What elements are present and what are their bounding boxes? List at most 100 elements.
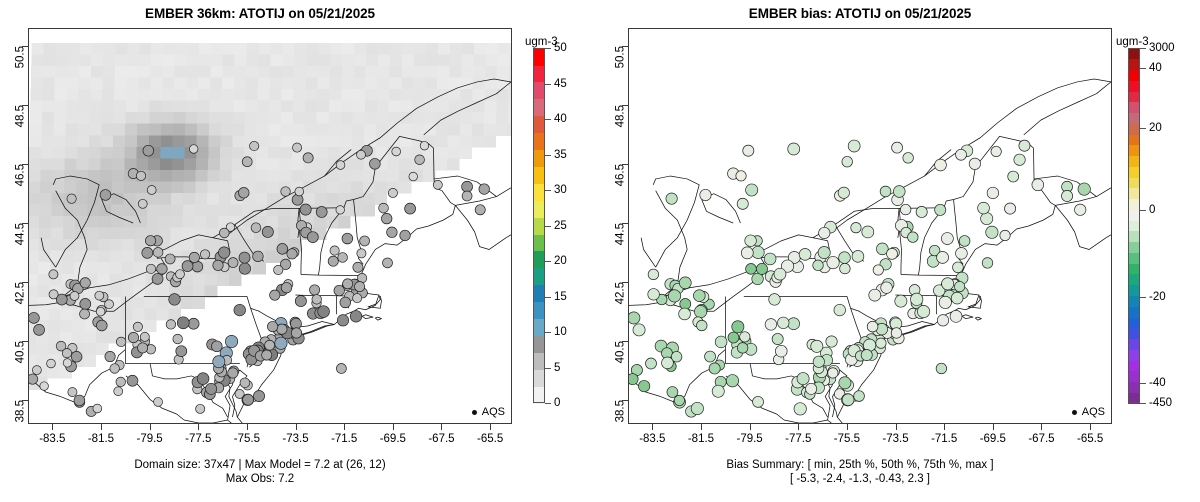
- y-axis-bias: 38.5 40.5 42.5 44.5 46.5 48.5 50.5: [600, 28, 628, 424]
- aqs-site-marker: [736, 197, 749, 210]
- aqs-site-marker: [825, 335, 838, 348]
- aqs-site-marker: [189, 144, 199, 154]
- x-axis-model: -83.5 -81.5 -79.5 -77.5 -75.5 -73.5 -71.5 -69.5…: [28, 424, 512, 450]
- colorbar-segment: [1128, 80, 1140, 92]
- aqs-site-marker: [136, 170, 147, 181]
- aqs-site-marker: [890, 327, 903, 339]
- y-tick-label: 50.5: [614, 45, 626, 69]
- aqs-site-marker: [796, 372, 810, 386]
- aqs-site-marker: [665, 192, 678, 205]
- aqs-site-marker: [872, 264, 884, 276]
- colorbar-tick-label: 20: [1149, 121, 1162, 134]
- colorbar-segment: [1128, 177, 1140, 189]
- aqs-site-marker: [274, 336, 288, 350]
- aqs-site-marker: [168, 293, 181, 306]
- aqs-site-marker: [907, 231, 919, 243]
- aqs-site-marker: [744, 234, 757, 247]
- aqs-site-marker: [851, 250, 865, 263]
- aqs-site-marker: [276, 243, 289, 255]
- aqs-site-marker: [949, 310, 963, 323]
- aqs-site-marker: [142, 144, 155, 157]
- aqs-site-marker: [934, 158, 947, 172]
- aqs-site-marker: [175, 269, 185, 279]
- aqs-site-marker: [391, 146, 401, 157]
- colorbar-segment: [533, 284, 545, 303]
- aqs-site-marker: [94, 290, 105, 301]
- x-tick-label: -75.5: [833, 433, 860, 445]
- aqs-site-marker: [986, 186, 1000, 200]
- x-axis-bias: -83.5 -81.5 -79.5 -77.5 -75.5 -73.5 -71.5 -69.5…: [628, 424, 1112, 450]
- colorbar-tick-label: 3000: [1149, 42, 1175, 54]
- aqs-site-marker: [900, 203, 912, 216]
- x-tick-label: -77.5: [185, 433, 212, 445]
- colorbar-segment: [533, 81, 545, 100]
- colorbar-tick-label: 10: [554, 326, 567, 338]
- aqs-site-marker: [670, 351, 683, 363]
- aqs-site-marker: [48, 289, 59, 300]
- aqs-site-marker: [252, 250, 264, 262]
- aqs-site-marker: [356, 149, 366, 160]
- colorbar-tick: [545, 48, 551, 49]
- map-plot-bias[interactable]: AQS: [628, 28, 1112, 424]
- x-tick: [700, 424, 702, 430]
- y-tick-label: 38.5: [614, 400, 626, 423]
- aqs-site-marker: [127, 332, 139, 344]
- colorbar-segment: [533, 48, 545, 66]
- colorbar-segment: [533, 335, 545, 353]
- y-tick-label: 44.5: [14, 223, 26, 246]
- aqs-site-marker: [115, 376, 126, 388]
- x-tick-label: -81.5: [687, 433, 715, 445]
- y-tick-label: 46.5: [614, 163, 626, 187]
- aqs-site-marker: [798, 248, 812, 261]
- y-tick-label: 50.5: [14, 45, 26, 69]
- aqs-site-marker: [408, 171, 418, 182]
- aqs-site-marker: [793, 402, 807, 416]
- colorbar-tick-label: 0: [1149, 203, 1156, 216]
- aqs-site-marker: [777, 316, 790, 329]
- map-canvas-model: [29, 42, 511, 423]
- aqs-site-marker: [839, 262, 851, 275]
- aqs-site-marker: [352, 261, 364, 273]
- colorbar-segment: [1128, 69, 1140, 81]
- aqs-site-marker: [711, 384, 725, 398]
- aqs-site-marker: [941, 277, 955, 291]
- aqs-site-marker: [915, 206, 928, 218]
- aqs-site-marker: [1018, 139, 1031, 152]
- colorbar-segment: [533, 217, 545, 235]
- x-tick: [490, 424, 492, 430]
- y-tick: [22, 341, 28, 343]
- aqs-site-marker: [335, 160, 346, 170]
- aqs-site-marker: [768, 293, 781, 306]
- aqs-site-marker: [891, 141, 903, 154]
- colorbar-segment: [1128, 123, 1140, 135]
- colorbar-segment: [1128, 392, 1140, 404]
- aqs-site-marker: [145, 263, 157, 274]
- aqs-site-marker: [261, 349, 273, 361]
- colorbar-segment: [1128, 284, 1140, 296]
- colorbar-unit-model: ugm-3: [525, 36, 558, 48]
- aqs-site-marker: [227, 257, 239, 268]
- aqs-site-marker: [292, 142, 303, 153]
- colorbar-segment: [1128, 252, 1140, 264]
- aqs-site-marker: [868, 288, 882, 302]
- aqs-site-marker: [812, 259, 824, 271]
- legend-aqs-bias: AQS: [1071, 406, 1105, 418]
- aqs-site-marker: [737, 342, 749, 354]
- aqs-site-marker: [141, 247, 154, 259]
- aqs-site-marker: [205, 382, 218, 395]
- legend-aqs-label-bias: AQS: [1081, 406, 1105, 418]
- aqs-site-marker: [886, 248, 898, 260]
- aqs-site-marker: [381, 213, 393, 225]
- aqs-site-marker: [629, 373, 639, 386]
- aqs-site-marker: [306, 231, 319, 243]
- map-plot-model[interactable]: AQS: [28, 28, 512, 424]
- aqs-site-marker: [763, 252, 777, 266]
- colorbar-tick: [545, 190, 551, 191]
- aqs-site-marker: [335, 205, 345, 215]
- aqs-site-marker: [866, 320, 879, 333]
- y-tick: [622, 104, 628, 106]
- y-tick-label: 42.5: [614, 282, 626, 305]
- aqs-site-marker: [751, 245, 765, 259]
- x-tick: [1041, 424, 1043, 430]
- aqs-site-marker: [264, 339, 275, 351]
